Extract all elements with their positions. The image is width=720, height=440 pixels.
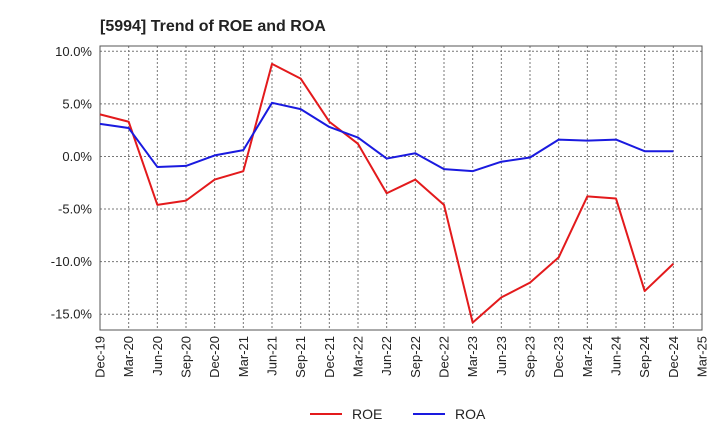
- x-tick-label: Mar-24: [580, 336, 595, 377]
- x-tick-label: Jun-23: [494, 336, 509, 376]
- legend: ROE ROA: [310, 406, 486, 422]
- x-tick-label: Sep-20: [179, 336, 194, 378]
- x-tick-label: Mar-25: [695, 336, 710, 377]
- plot-border: [99, 45, 703, 331]
- legend-label-roa: ROA: [455, 406, 486, 422]
- x-tick-label: Dec-19: [93, 336, 108, 378]
- y-tick-label: -10.0%: [51, 254, 93, 269]
- x-tick-label: Jun-21: [265, 336, 280, 376]
- plot-background: [100, 46, 702, 330]
- x-tick-label: Sep-22: [408, 336, 423, 378]
- x-tick-label: Sep-23: [523, 336, 538, 378]
- x-tick-label: Dec-21: [322, 336, 337, 378]
- series-line-roa: [99, 101, 674, 173]
- x-tick-label: Jun-20: [150, 336, 165, 376]
- x-tick-label: Sep-24: [637, 336, 652, 378]
- x-tick-label: Jun-24: [609, 336, 624, 376]
- x-tick-label: Mar-21: [236, 336, 251, 377]
- x-tick-label: Mar-20: [121, 336, 136, 377]
- y-tick-label: -5.0%: [58, 202, 92, 217]
- legend-label-roe: ROE: [352, 406, 382, 422]
- x-tick-label: Jun-22: [379, 336, 394, 376]
- chart-title: [5994] Trend of ROE and ROA: [100, 18, 326, 35]
- y-tick-label: 10.0%: [55, 44, 92, 59]
- y-tick-label: -15.0%: [51, 307, 93, 322]
- x-tick-label: Dec-23: [551, 336, 566, 378]
- plot-area: 10.0% 5.0% 0.0% -5.0% -10.0% -15.0%Dec-19 Mar-…: [51, 44, 710, 378]
- y-tick-label: 0.0%: [62, 149, 92, 164]
- x-tick-label: Mar-23: [465, 336, 480, 377]
- series-line-roe: [99, 62, 675, 324]
- y-tick-label: 5.0%: [62, 96, 92, 111]
- x-tick-label: Dec-22: [437, 336, 452, 378]
- x-tick-label: Dec-24: [666, 336, 681, 378]
- x-tick-label: Mar-22: [351, 336, 366, 377]
- x-tick-label: Sep-21: [293, 336, 308, 378]
- x-tick-label: Dec-20: [207, 336, 222, 378]
